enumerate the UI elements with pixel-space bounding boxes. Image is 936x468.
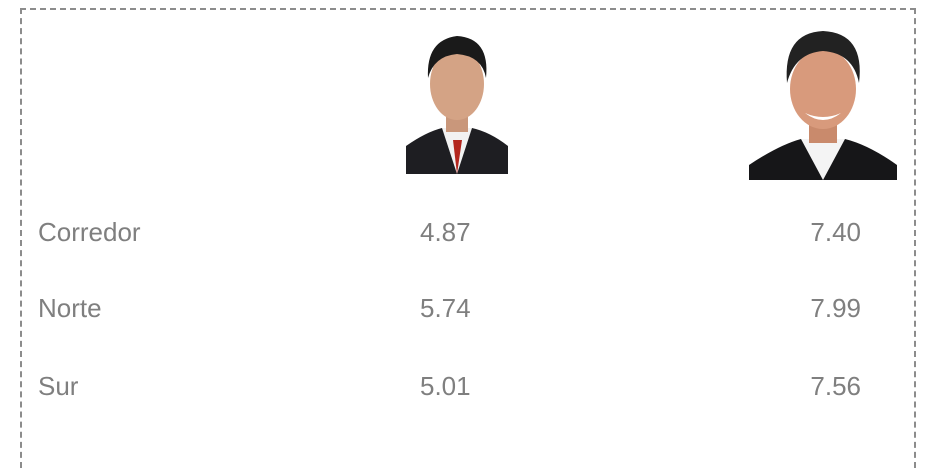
- value: 7.99: [810, 293, 861, 323]
- value: 7.40: [810, 217, 861, 247]
- value: 7.56: [810, 371, 861, 401]
- row-label: Corredor: [38, 217, 141, 247]
- row-label: Norte: [38, 293, 102, 323]
- value: 5.01: [420, 371, 471, 401]
- value: 4.87: [420, 217, 471, 247]
- candidate-photo: [749, 27, 897, 180]
- value: 5.74: [420, 293, 471, 323]
- candidate-photo: [406, 28, 508, 174]
- page: {"table": {"rows": [ ["Corredor", "4.87"…: [20, 8, 916, 468]
- row-label: Sur: [38, 371, 79, 401]
- dashed-frame: [20, 8, 916, 468]
